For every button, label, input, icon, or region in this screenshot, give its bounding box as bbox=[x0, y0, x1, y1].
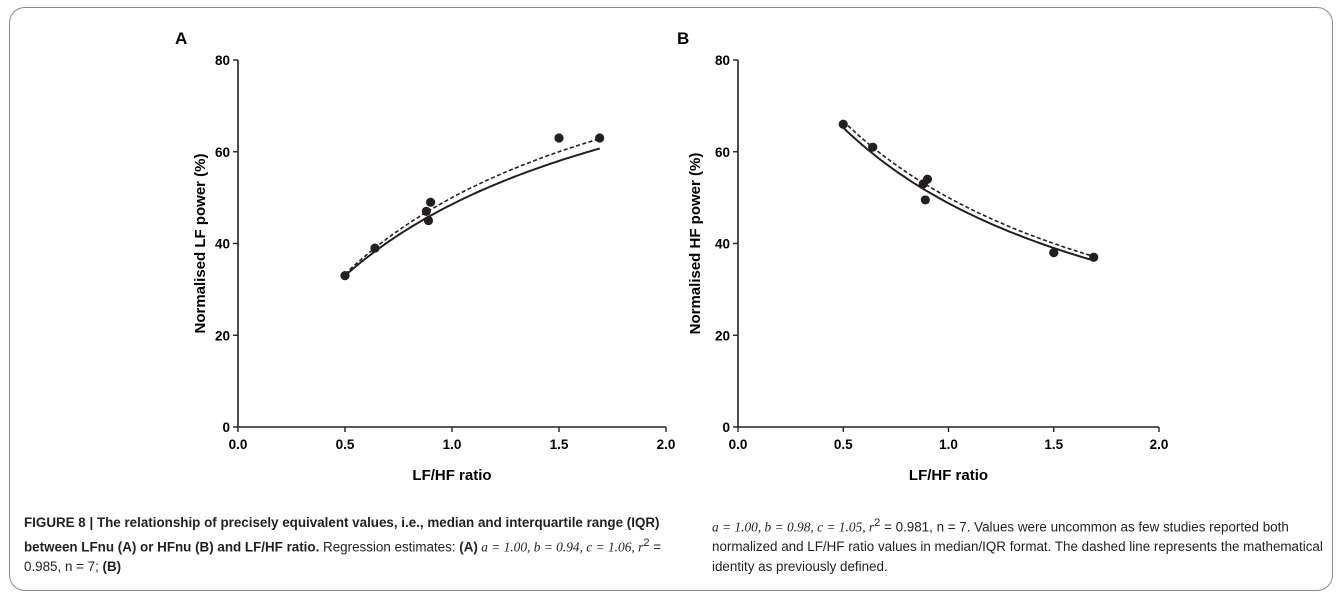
x-tick-label: 2.0 bbox=[657, 437, 676, 452]
data-point bbox=[423, 215, 434, 226]
figure-frame bbox=[9, 7, 1333, 591]
panel-label: A bbox=[175, 29, 187, 48]
y-tick-label: 80 bbox=[715, 53, 730, 68]
data-point bbox=[922, 174, 933, 184]
figure-8-charts: A 0 20 40 60 80 0.0 0.5 1.0 1.5 2.0 LF/HF ratio Norm… bbox=[175, 29, 1168, 484]
data-point bbox=[1089, 252, 1099, 262]
stats-b-label: (B) bbox=[102, 559, 122, 575]
data-point bbox=[838, 119, 848, 129]
y-tick-label: 20 bbox=[215, 328, 230, 343]
data-point bbox=[340, 271, 350, 281]
identity-dashed-line bbox=[344, 138, 600, 275]
data-point bbox=[920, 195, 930, 205]
stats-b-sup: 2 bbox=[874, 517, 881, 529]
y-axis-label: Normalised LF power (%) bbox=[192, 153, 209, 333]
data-point bbox=[426, 197, 436, 207]
stats-a: a = 1.00, b = 0.94, c = 1.06, r bbox=[477, 539, 644, 555]
panel-b: B 0 20 40 60 80 0.0 0.5 1.0 1.5 2.0 LF/HF ratio Norm… bbox=[677, 29, 1168, 484]
figure-title: FIGURE 8 | The relationship of precisely… bbox=[24, 515, 660, 555]
data-point bbox=[421, 206, 431, 216]
data-point bbox=[1049, 248, 1059, 258]
y-tick-label: 40 bbox=[215, 237, 230, 252]
data-point bbox=[554, 133, 564, 143]
panel-label: B bbox=[677, 29, 689, 48]
y-tick-label: 60 bbox=[715, 145, 730, 160]
x-tick-label: 0.0 bbox=[729, 437, 748, 452]
x-tick-label: 1.5 bbox=[550, 437, 569, 452]
y-axis-label: Normalised HF power (%) bbox=[687, 153, 704, 335]
caption-right-column: a = 1.00, b = 0.98, c = 1.05, r2 = 0.981… bbox=[712, 513, 1327, 577]
y-tick-label: 0 bbox=[722, 420, 730, 435]
regression-intro: Regression estimates: bbox=[323, 539, 460, 555]
x-tick-label: 1.5 bbox=[1044, 437, 1063, 452]
regression-fit-line bbox=[842, 126, 1094, 262]
caption-left-column: FIGURE 8 | The relationship of precisely… bbox=[24, 513, 664, 577]
x-tick-label: 1.0 bbox=[443, 437, 462, 452]
data-point bbox=[868, 142, 878, 152]
y-tick-label: 20 bbox=[715, 328, 730, 343]
stats-a-sup: 2 bbox=[643, 537, 650, 549]
stats-a-tail: = 0.985, n = 7; bbox=[24, 539, 662, 575]
x-tick-label: 0.5 bbox=[834, 437, 853, 452]
x-axis-label: LF/HF ratio bbox=[909, 467, 988, 484]
x-tick-label: 0.5 bbox=[336, 437, 355, 452]
x-axis-label: LF/HF ratio bbox=[412, 467, 491, 484]
y-tick-label: 40 bbox=[715, 237, 730, 252]
x-tick-label: 2.0 bbox=[1150, 437, 1169, 452]
data-point bbox=[370, 243, 380, 253]
x-tick-label: 1.0 bbox=[939, 437, 958, 452]
stats-b-tail: = 0.981, n = 7. Values were uncommon as … bbox=[712, 519, 1323, 575]
panel-a: A 0 20 40 60 80 0.0 0.5 1.0 1.5 2.0 LF/HF ratio Norm… bbox=[175, 29, 675, 484]
x-tick-label: 0.0 bbox=[229, 437, 248, 452]
y-tick-label: 0 bbox=[222, 420, 230, 435]
regression-fit-line bbox=[344, 147, 600, 277]
y-tick-label: 60 bbox=[215, 145, 230, 160]
y-tick-label: 80 bbox=[215, 53, 230, 68]
stats-b: a = 1.00, b = 0.98, c = 1.05, r bbox=[712, 519, 875, 535]
data-point bbox=[595, 133, 605, 143]
stats-a-label: (A) bbox=[459, 539, 478, 555]
identity-dashed-line bbox=[842, 120, 1094, 258]
